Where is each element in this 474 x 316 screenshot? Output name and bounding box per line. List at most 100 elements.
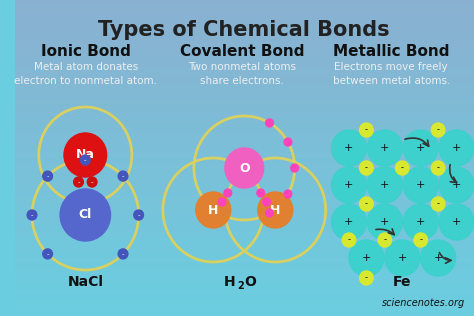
Text: -: -: [31, 212, 33, 218]
Text: Covalent Bond: Covalent Bond: [180, 44, 304, 59]
Bar: [15, 200, 474, 205]
Circle shape: [431, 197, 445, 211]
Circle shape: [60, 189, 110, 241]
Circle shape: [414, 233, 428, 247]
Circle shape: [367, 130, 402, 166]
Bar: [15, 58, 474, 63]
Text: H: H: [270, 204, 281, 216]
Circle shape: [378, 233, 392, 247]
Bar: [15, 32, 474, 37]
Text: -: -: [401, 163, 404, 173]
Bar: [15, 274, 474, 279]
Text: +: +: [452, 143, 461, 153]
Bar: [15, 111, 474, 116]
Circle shape: [439, 167, 474, 203]
Text: +: +: [344, 180, 354, 190]
Bar: [15, 116, 474, 121]
Bar: [15, 295, 474, 300]
Text: +: +: [398, 253, 407, 263]
Bar: [15, 284, 474, 290]
Text: +: +: [452, 180, 461, 190]
Text: -: -: [84, 157, 87, 163]
Circle shape: [258, 192, 293, 228]
Circle shape: [395, 161, 409, 175]
Text: -: -: [77, 179, 80, 185]
Circle shape: [331, 204, 366, 240]
Text: -: -: [91, 179, 93, 185]
Bar: [15, 69, 474, 74]
Text: Electrons move freely
between metal atoms.: Electrons move freely between metal atom…: [333, 62, 450, 86]
Text: +: +: [452, 217, 461, 227]
Circle shape: [331, 167, 366, 203]
Bar: [15, 258, 474, 263]
Circle shape: [43, 249, 53, 259]
Bar: [15, 0, 474, 5]
Text: Metal atom donates
electron to nonmetal atom.: Metal atom donates electron to nonmetal …: [14, 62, 157, 86]
Circle shape: [403, 204, 438, 240]
Text: Cl: Cl: [79, 209, 92, 222]
Bar: [15, 263, 474, 269]
Bar: [15, 311, 474, 316]
Text: +: +: [344, 217, 354, 227]
Bar: [15, 205, 474, 211]
Text: -: -: [437, 163, 440, 173]
Text: -: -: [383, 235, 386, 245]
Circle shape: [431, 123, 445, 137]
Bar: [15, 163, 474, 168]
Circle shape: [218, 198, 226, 206]
Bar: [15, 247, 474, 253]
Circle shape: [385, 240, 419, 276]
Bar: [15, 168, 474, 174]
Circle shape: [43, 171, 53, 181]
Text: Two nonmetal atoms
share electrons.: Two nonmetal atoms share electrons.: [188, 62, 296, 86]
Bar: [15, 26, 474, 32]
Text: -: -: [46, 251, 49, 257]
Bar: [15, 10, 474, 16]
Text: +: +: [433, 253, 443, 263]
Circle shape: [431, 161, 445, 175]
Circle shape: [360, 161, 373, 175]
Bar: [15, 100, 474, 105]
Text: -: -: [122, 251, 124, 257]
Circle shape: [403, 167, 438, 203]
Text: Metallic Bond: Metallic Bond: [333, 44, 449, 59]
Bar: [15, 79, 474, 84]
Text: Na: Na: [76, 149, 95, 161]
Bar: [15, 21, 474, 26]
Bar: [15, 174, 474, 179]
Text: Types of Chemical Bonds: Types of Chemical Bonds: [99, 20, 390, 40]
Text: -: -: [122, 173, 124, 179]
Circle shape: [27, 210, 37, 220]
Bar: [15, 242, 474, 247]
Circle shape: [367, 167, 402, 203]
Bar: [15, 84, 474, 89]
Text: -: -: [365, 163, 368, 173]
Bar: [15, 190, 474, 195]
Text: -: -: [437, 199, 440, 209]
Circle shape: [196, 192, 231, 228]
Circle shape: [263, 198, 271, 206]
Circle shape: [421, 240, 456, 276]
Circle shape: [118, 249, 128, 259]
Bar: [15, 42, 474, 47]
Text: O: O: [244, 275, 256, 289]
Bar: [15, 158, 474, 163]
Text: Ionic Bond: Ionic Bond: [41, 44, 131, 59]
Bar: [15, 126, 474, 132]
Text: -: -: [347, 235, 350, 245]
Bar: [15, 221, 474, 227]
Bar: [15, 211, 474, 216]
Bar: [15, 179, 474, 184]
Circle shape: [224, 189, 232, 197]
Bar: [15, 237, 474, 242]
Text: -: -: [365, 274, 368, 283]
Text: +: +: [416, 180, 425, 190]
Circle shape: [439, 204, 474, 240]
Text: +: +: [344, 143, 354, 153]
Circle shape: [284, 190, 292, 198]
Circle shape: [73, 177, 83, 187]
Circle shape: [403, 130, 438, 166]
Circle shape: [360, 197, 373, 211]
Bar: [15, 279, 474, 284]
Circle shape: [360, 271, 373, 285]
